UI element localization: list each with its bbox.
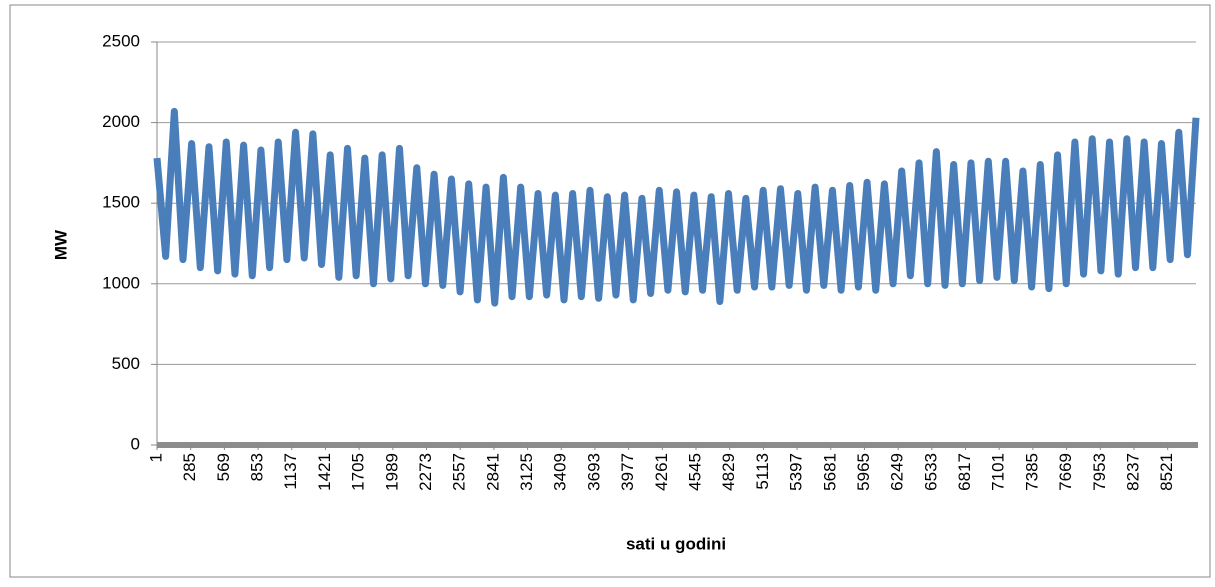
- x-tick-label: 3409: [551, 453, 570, 491]
- x-tick-label: 4261: [652, 453, 671, 491]
- x-tick-label: 5397: [787, 453, 806, 491]
- x-tick-label: 853: [248, 453, 267, 481]
- x-tick-label: 569: [214, 453, 233, 481]
- x-tick-label: 1705: [349, 453, 368, 491]
- x-tick-label: 3977: [618, 453, 637, 491]
- x-tick-label: 3125: [517, 453, 536, 491]
- x-tick-label: 7101: [989, 453, 1008, 491]
- x-tick-label: 8237: [1123, 453, 1142, 491]
- x-tick-label: 2557: [450, 453, 469, 491]
- x-tick-label: 6817: [955, 453, 974, 491]
- chart-border: [9, 4, 1211, 578]
- y-tick-label: 0: [131, 434, 140, 453]
- x-tick-label: 2841: [483, 453, 502, 491]
- series-line: [153, 107, 1200, 307]
- x-tick-label: 8521: [1157, 453, 1176, 491]
- x-tick-label: 6533: [921, 453, 940, 491]
- y-tick-label: 500: [112, 354, 140, 373]
- x-tick-label: 7385: [1022, 453, 1041, 491]
- y-tick-label: 2500: [102, 31, 140, 50]
- x-tick-label: 3693: [584, 453, 603, 491]
- x-tick-label: 1137: [281, 453, 300, 490]
- x-axis: [157, 442, 1198, 448]
- x-tick-label: 4545: [685, 453, 704, 491]
- y-tick-label: 1000: [102, 273, 140, 292]
- x-axis-title: sati u godini: [626, 534, 726, 553]
- y-tick-label: 1500: [102, 193, 140, 212]
- x-tick-label: 285: [180, 453, 199, 481]
- x-tick-label: 5113: [753, 453, 772, 490]
- x-tick-label: 6249: [888, 453, 907, 491]
- x-tick-label: 5681: [820, 453, 839, 491]
- x-tick-label: 7953: [1090, 453, 1109, 491]
- x-tick-label: 1421: [315, 453, 334, 491]
- x-tick-label: 7669: [1056, 453, 1075, 491]
- y-axis-title: MW: [51, 229, 70, 260]
- x-tick-label: 1989: [382, 453, 401, 491]
- x-tick-label: 1: [146, 453, 165, 462]
- y-tick-label: 2000: [102, 112, 140, 131]
- x-tick-label: 2273: [416, 453, 435, 491]
- x-tick-label: 5965: [854, 453, 873, 491]
- x-tick-label: 4829: [719, 453, 738, 491]
